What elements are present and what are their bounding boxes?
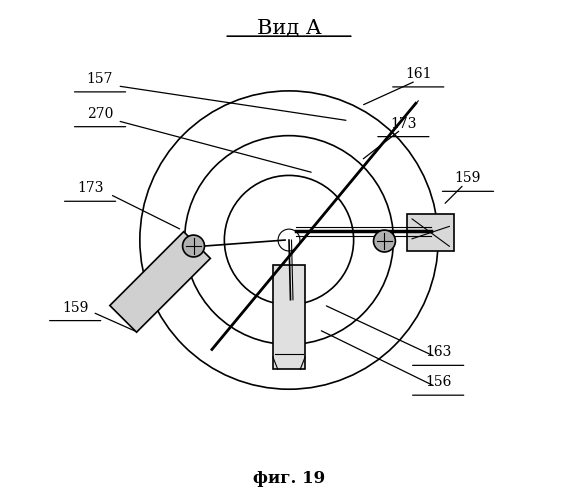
- Polygon shape: [110, 232, 210, 332]
- FancyBboxPatch shape: [273, 265, 305, 370]
- Circle shape: [373, 230, 395, 252]
- Text: 270: 270: [87, 106, 113, 120]
- FancyBboxPatch shape: [407, 214, 454, 251]
- Text: 173: 173: [77, 182, 103, 196]
- Text: 159: 159: [455, 172, 481, 185]
- Text: 161: 161: [405, 67, 432, 81]
- Text: 173: 173: [390, 116, 417, 130]
- Text: 157: 157: [87, 72, 113, 86]
- Text: Вид А: Вид А: [257, 19, 321, 38]
- Text: 156: 156: [425, 375, 451, 389]
- Circle shape: [183, 235, 205, 257]
- Text: 163: 163: [425, 346, 451, 360]
- Text: 159: 159: [62, 300, 88, 314]
- Text: фиг. 19: фиг. 19: [253, 470, 325, 487]
